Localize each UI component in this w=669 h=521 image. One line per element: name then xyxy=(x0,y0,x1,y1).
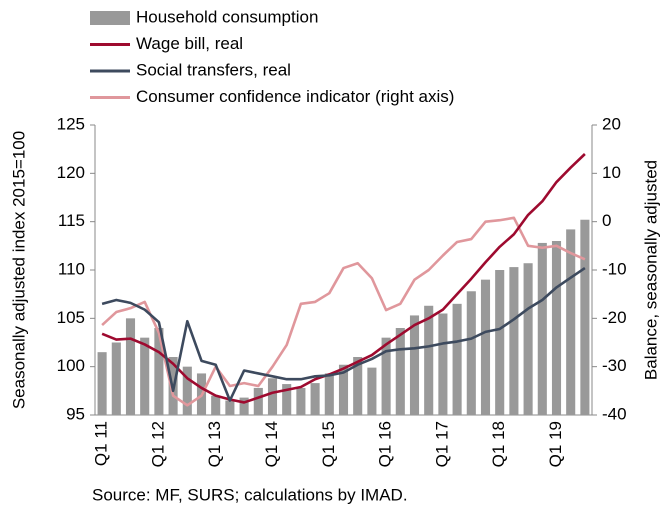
y-tick-label: 110 xyxy=(58,259,85,278)
y2-tick-label: -30 xyxy=(602,356,627,375)
bar xyxy=(239,397,249,415)
bar xyxy=(466,291,476,415)
line xyxy=(101,216,586,407)
bar xyxy=(381,337,391,415)
y2-tick-label: 20 xyxy=(602,114,621,133)
y2-tick-label: 10 xyxy=(602,163,621,182)
bar xyxy=(211,395,221,415)
x-tick-label: Q1 14 xyxy=(262,421,281,467)
bar xyxy=(409,315,420,415)
source-note: Source: MF, SURS; calculations by IMAD. xyxy=(92,485,408,504)
line xyxy=(101,153,586,404)
bar xyxy=(182,366,192,415)
x-tick-label: Q1 15 xyxy=(319,421,338,467)
bar xyxy=(395,328,405,415)
y-tick-label: 105 xyxy=(57,308,85,327)
bar xyxy=(125,318,136,415)
x-tick-label: Q1 16 xyxy=(376,421,395,467)
legend-label: Wage bill, real xyxy=(136,34,243,53)
bar xyxy=(154,328,164,415)
y2-tick-label: -40 xyxy=(602,404,627,423)
bar xyxy=(509,267,519,415)
bar xyxy=(225,400,235,415)
legend-label: Consumer confidence indicator (right axi… xyxy=(136,87,454,106)
bar xyxy=(367,367,377,415)
y-axis-label: Seasonally adjusted index 2015=100 xyxy=(9,131,28,409)
bar xyxy=(452,303,462,415)
y2-axis-label: Balance, seasonally adjusted xyxy=(641,160,660,380)
y-tick-label: 125 xyxy=(57,114,85,133)
legend-label: Social transfers, real xyxy=(136,60,291,79)
y-tick-label: 120 xyxy=(57,163,85,182)
bar xyxy=(338,364,349,415)
x-tick-label: Q1 13 xyxy=(205,421,224,467)
x-tick-label: Q1 11 xyxy=(92,421,111,466)
bar xyxy=(97,352,107,415)
x-tick-label: Q1 12 xyxy=(148,421,167,467)
legend-label: Household consumption xyxy=(136,7,318,26)
bar xyxy=(324,373,334,415)
y-tick-label: 95 xyxy=(66,404,85,423)
bar xyxy=(495,270,505,415)
bar xyxy=(353,357,363,415)
bar xyxy=(424,305,434,415)
bar xyxy=(253,387,263,415)
bar xyxy=(140,337,150,415)
bar xyxy=(480,279,491,415)
line xyxy=(101,266,586,402)
y2-tick-label: -20 xyxy=(602,308,627,327)
bar xyxy=(296,387,306,415)
bar xyxy=(537,242,547,415)
y-tick-label: 115 xyxy=(58,211,85,230)
y-tick-label: 100 xyxy=(57,356,85,375)
bar xyxy=(551,241,562,415)
bar xyxy=(438,313,448,415)
bar xyxy=(566,229,576,415)
bar xyxy=(267,378,278,415)
x-tick-label: Q1 17 xyxy=(432,421,451,467)
y2-tick-label: 0 xyxy=(602,211,611,230)
legend-swatch xyxy=(90,11,130,25)
bar xyxy=(111,342,121,415)
x-tick-label: Q1 19 xyxy=(546,421,565,467)
bar xyxy=(282,384,292,415)
bar xyxy=(580,219,590,415)
y2-tick-label: -10 xyxy=(602,259,627,278)
bar xyxy=(310,383,320,415)
x-tick-label: Q1 18 xyxy=(489,421,508,467)
bar xyxy=(523,263,533,415)
